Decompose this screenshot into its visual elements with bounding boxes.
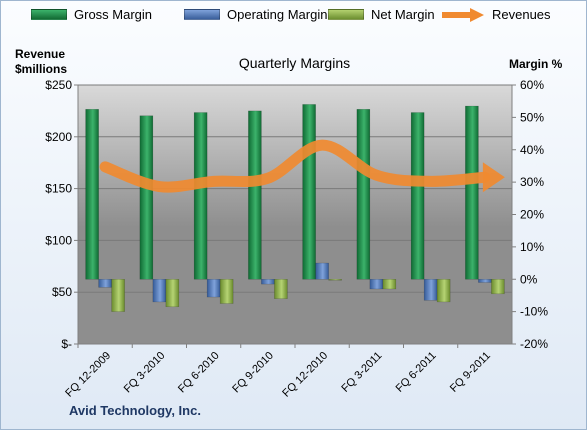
right-tick-label: 50% — [520, 110, 544, 124]
bar-operating-margin — [207, 279, 220, 297]
category-label: FQ 6-2010 — [176, 350, 222, 396]
company-name: Avid Technology, Inc. — [69, 403, 201, 418]
bar-gross-margin — [248, 111, 261, 279]
bar-operating-margin — [370, 279, 383, 289]
bar-net-margin — [329, 279, 342, 280]
bar-net-margin — [112, 279, 125, 311]
bar-net-margin — [166, 279, 179, 307]
bar-gross-margin — [411, 113, 424, 280]
bar-gross-margin — [194, 113, 207, 280]
bar-operating-margin — [261, 279, 274, 284]
bar-operating-margin — [316, 263, 329, 279]
category-label: FQ 9-2011 — [448, 350, 493, 395]
bar-gross-margin — [86, 109, 99, 279]
left-tick-label: $- — [61, 337, 72, 351]
category-label: FQ 3-2010 — [122, 350, 168, 396]
bar-net-margin — [437, 279, 450, 302]
left-tick-label: $250 — [45, 78, 72, 92]
bar-gross-margin — [303, 104, 316, 279]
left-tick-label: $200 — [45, 130, 72, 144]
right-tick-label: 0% — [520, 272, 538, 286]
category-label: FQ 12-2009 — [63, 350, 113, 400]
right-tick-label: -20% — [520, 337, 548, 351]
right-tick-label: 40% — [520, 143, 544, 157]
category-label: FQ 3-2011 — [339, 350, 384, 395]
bar-operating-margin — [478, 279, 491, 282]
bar-net-margin — [491, 279, 504, 294]
bar-gross-margin — [140, 116, 153, 279]
bar-operating-margin — [99, 279, 112, 287]
right-tick-label: 10% — [520, 240, 544, 254]
bar-net-margin — [274, 279, 287, 298]
left-tick-label: $50 — [52, 285, 72, 299]
bar-operating-margin — [153, 279, 166, 302]
category-label: FQ 12-2010 — [280, 350, 330, 400]
bar-net-margin — [383, 279, 396, 289]
category-label: FQ 6-2011 — [394, 350, 439, 395]
right-tick-label: -10% — [520, 305, 548, 319]
bar-gross-margin — [357, 109, 370, 279]
category-label: FQ 9-2010 — [230, 350, 276, 396]
bar-gross-margin — [465, 106, 478, 279]
bar-net-margin — [220, 279, 233, 303]
left-tick-label: $100 — [45, 233, 72, 247]
right-tick-label: 20% — [520, 208, 544, 222]
right-tick-label: 30% — [520, 175, 544, 189]
bar-operating-margin — [424, 279, 437, 300]
right-tick-label: 60% — [520, 78, 544, 92]
left-tick-label: $150 — [45, 182, 72, 196]
